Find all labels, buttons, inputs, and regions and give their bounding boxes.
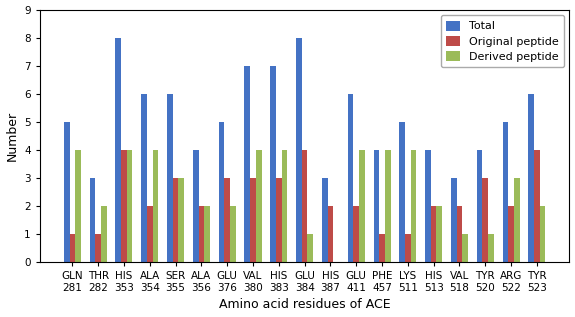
- Bar: [167, 94, 172, 262]
- Bar: [95, 234, 101, 262]
- Bar: [198, 206, 204, 262]
- Bar: [218, 122, 224, 262]
- Bar: [302, 150, 308, 262]
- Bar: [193, 150, 198, 262]
- Bar: [270, 66, 276, 262]
- Bar: [75, 150, 81, 262]
- Bar: [359, 150, 365, 262]
- Bar: [276, 178, 282, 262]
- Bar: [477, 150, 482, 262]
- Bar: [256, 150, 262, 262]
- Bar: [282, 150, 288, 262]
- Bar: [385, 150, 390, 262]
- Bar: [90, 178, 95, 262]
- Bar: [308, 234, 313, 262]
- X-axis label: Amino acid residues of ACE: Amino acid residues of ACE: [219, 298, 390, 311]
- Bar: [514, 178, 520, 262]
- Bar: [540, 206, 545, 262]
- Bar: [399, 122, 405, 262]
- Bar: [141, 94, 147, 262]
- Bar: [116, 38, 121, 262]
- Bar: [127, 150, 132, 262]
- Bar: [101, 206, 107, 262]
- Bar: [451, 178, 457, 262]
- Bar: [250, 178, 256, 262]
- Bar: [147, 206, 152, 262]
- Bar: [244, 66, 250, 262]
- Bar: [230, 206, 236, 262]
- Y-axis label: Number: Number: [6, 111, 18, 161]
- Bar: [431, 206, 436, 262]
- Bar: [204, 206, 210, 262]
- Bar: [457, 206, 462, 262]
- Bar: [172, 178, 178, 262]
- Bar: [482, 178, 488, 262]
- Bar: [64, 122, 70, 262]
- Bar: [296, 38, 302, 262]
- Bar: [224, 178, 230, 262]
- Bar: [322, 178, 328, 262]
- Bar: [528, 94, 534, 262]
- Bar: [503, 122, 508, 262]
- Bar: [411, 150, 416, 262]
- Legend: Total, Original peptide, Derived peptide: Total, Original peptide, Derived peptide: [441, 15, 564, 68]
- Bar: [121, 150, 127, 262]
- Bar: [152, 150, 158, 262]
- Bar: [534, 150, 540, 262]
- Bar: [354, 206, 359, 262]
- Bar: [374, 150, 379, 262]
- Bar: [178, 178, 184, 262]
- Bar: [425, 150, 431, 262]
- Bar: [379, 234, 385, 262]
- Bar: [405, 234, 411, 262]
- Bar: [436, 206, 442, 262]
- Bar: [70, 234, 75, 262]
- Bar: [508, 206, 514, 262]
- Bar: [348, 94, 354, 262]
- Bar: [488, 234, 494, 262]
- Bar: [462, 234, 468, 262]
- Bar: [328, 206, 334, 262]
